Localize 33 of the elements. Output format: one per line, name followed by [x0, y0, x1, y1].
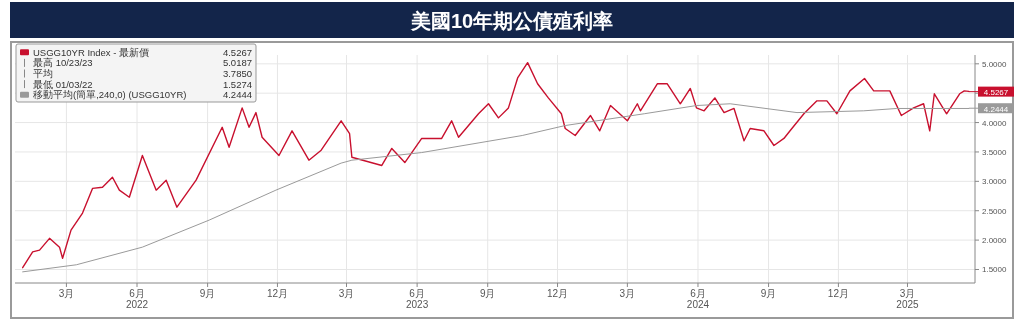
annotation: 4.5267 [983, 88, 1009, 98]
y-tick-label: 3.0000 [982, 177, 1008, 187]
y-tick-label: 2.0000 [982, 236, 1008, 246]
y-tick-label: 4.0000 [982, 118, 1008, 128]
x-tick-label: 9月 [760, 288, 777, 299]
text: 4.2444 [222, 89, 252, 101]
x-tick-label: 12月 [266, 288, 289, 299]
x-tick-label: 9月 [479, 288, 496, 299]
legend-label: 移動平均(簡單,240,0) (USGG10YR) [33, 89, 187, 101]
x-tick-label: 12月 [827, 288, 849, 299]
x-tick-label: 3月 [338, 288, 355, 299]
annotation: 4.2444 [983, 104, 1009, 114]
annotation: 最低 01/03/22 [33, 78, 93, 90]
x-tick-label: 6月 2023 [405, 288, 429, 310]
y-tick-label: 5.0000 [982, 59, 1008, 69]
annotation: 3.7850 [222, 68, 252, 79]
y-tick-label: 2.5000 [982, 206, 1008, 216]
y-tick-label: 1.5000 [982, 265, 1008, 275]
text: 4.5267 [222, 46, 252, 58]
x-tick-label: 3月 [619, 288, 636, 299]
x-tick-label: 3月 2025 [896, 288, 920, 310]
annotation: 1.5274 [222, 78, 252, 90]
x-tick-label: 3月 [58, 288, 75, 299]
chart-title: 美國10年期公債殖利率 [409, 10, 614, 32]
y-tick-label: 3.5000 [982, 147, 1008, 157]
x-tick-label: 6月 2022 [125, 288, 149, 310]
annotation: 最高 10/23/23 [33, 57, 93, 69]
legend-label: USGG10YR Index - 最新價 [33, 46, 150, 58]
annotation: 5.0187 [222, 57, 252, 69]
x-tick-label: 9月 [199, 288, 216, 299]
x-tick-label: 12月 [546, 288, 569, 299]
annotation: 平均 [33, 68, 53, 79]
x-tick-label: 6月 2024 [686, 288, 710, 310]
